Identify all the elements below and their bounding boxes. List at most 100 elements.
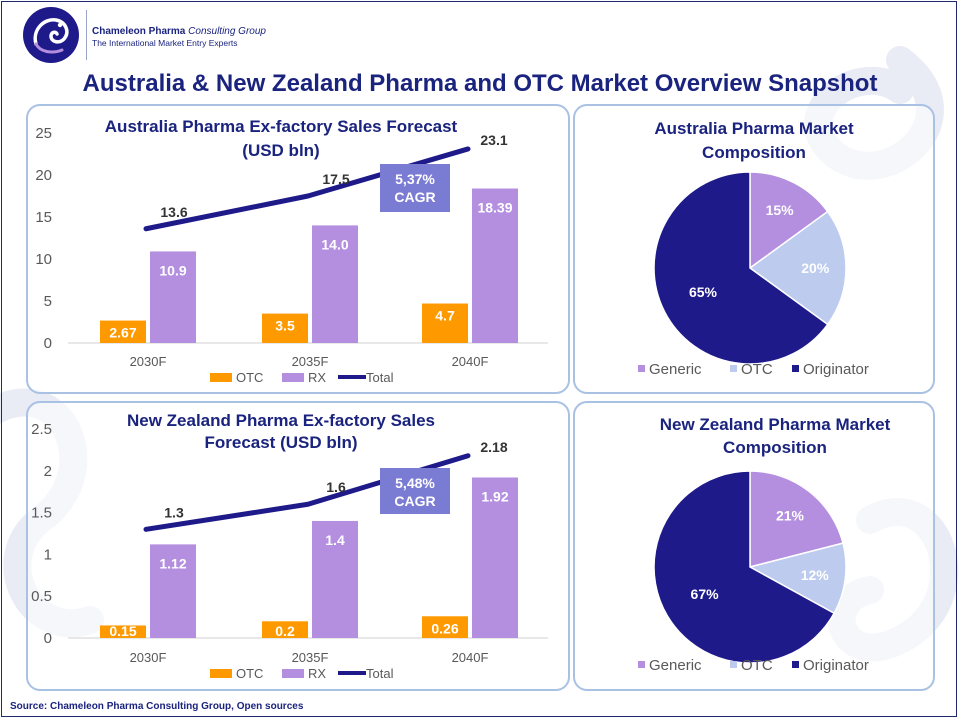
nz-forecast-y-tick-label: 2.5 bbox=[31, 421, 52, 438]
nz-composition-title-line: New Zealand Pharma Market bbox=[660, 415, 891, 434]
au-composition-title-line: Composition bbox=[702, 143, 806, 162]
au-forecast-total-data-label: 13.6 bbox=[160, 204, 187, 220]
nz-forecast-rx-data-label: 1.12 bbox=[159, 555, 186, 571]
nz-forecast-x-tick-label: 2030F bbox=[130, 650, 167, 665]
nz-forecast-legend-otc-swatch bbox=[210, 669, 232, 678]
au-forecast-x-tick-label: 2035F bbox=[292, 354, 329, 369]
brand-tagline: The International Market Entry Experts bbox=[92, 38, 238, 48]
au-forecast-otc-data-label: 3.5 bbox=[275, 318, 295, 334]
au-forecast-y-tick-label: 25 bbox=[35, 125, 52, 142]
au-forecast-rx-data-label: 10.9 bbox=[159, 262, 186, 278]
nz-forecast-legend-rx-label: RX bbox=[308, 666, 326, 681]
au-composition-slice-label: 20% bbox=[801, 260, 830, 276]
nz-forecast-total-data-label: 2.18 bbox=[480, 439, 507, 455]
au-forecast-otc-data-label: 4.7 bbox=[435, 308, 455, 324]
nz-composition-legend-label: OTC bbox=[741, 657, 773, 674]
au-forecast-otc-bar bbox=[422, 303, 468, 343]
nz-forecast-y-tick-label: 2 bbox=[44, 463, 52, 480]
nz-forecast-x-tick-label: 2040F bbox=[452, 650, 489, 665]
au-forecast-y-tick-label: 15 bbox=[35, 209, 52, 226]
au-forecast-y-tick-label: 10 bbox=[35, 251, 52, 268]
nz-forecast-rx-bar bbox=[150, 544, 196, 638]
au-composition-legend-label: Originator bbox=[803, 361, 869, 378]
nz-composition-slice-label: 67% bbox=[691, 586, 720, 602]
nz-forecast-cagr-value: 5,48% bbox=[395, 475, 435, 491]
au-forecast-y-tick-label: 5 bbox=[44, 293, 52, 310]
nz-forecast-rx-bar bbox=[312, 520, 358, 638]
page-title: Australia & New Zealand Pharma and OTC M… bbox=[82, 70, 878, 97]
nz-forecast-cagr-box bbox=[380, 468, 450, 514]
brand-name: Chameleon Pharma Consulting Group bbox=[92, 26, 266, 37]
nz-forecast-legend-otc-label: OTC bbox=[236, 666, 263, 681]
brand-block: Chameleon Pharma Consulting Group The In… bbox=[92, 26, 266, 48]
au-composition-legend-swatch bbox=[638, 365, 645, 372]
nz-forecast-total-data-label: 1.3 bbox=[164, 504, 184, 520]
au-forecast-y-tick-label: 20 bbox=[35, 167, 52, 184]
au-forecast-otc-bar bbox=[100, 320, 146, 343]
nz-forecast-rx-data-label: 1.92 bbox=[481, 488, 508, 504]
au-composition-legend-label: OTC bbox=[741, 361, 773, 378]
au-forecast-legend-total-label: Total bbox=[366, 370, 394, 385]
nz-forecast-otc-bar bbox=[262, 621, 308, 638]
nz-composition-slice-label: 21% bbox=[776, 507, 805, 523]
au-forecast-y-tick-label: 0 bbox=[44, 335, 52, 352]
chameleon-logo-icon bbox=[23, 7, 79, 63]
au-composition-legend-swatch bbox=[792, 365, 799, 372]
nz-composition-legend-swatch bbox=[792, 661, 799, 668]
nz-forecast-legend-total-label: Total bbox=[366, 666, 394, 681]
nz-forecast-y-tick-label: 1 bbox=[44, 546, 52, 563]
nz-composition-legend-label: Generic bbox=[649, 657, 702, 674]
nz-forecast-y-tick-label: 1.5 bbox=[31, 505, 52, 522]
au-composition-slice-label: 15% bbox=[766, 202, 795, 218]
au-forecast-cagr-box bbox=[380, 164, 450, 212]
nz-forecast-otc-bar bbox=[100, 625, 146, 638]
au-forecast-legend-rx-label: RX bbox=[308, 370, 326, 385]
logo-divider bbox=[86, 10, 87, 60]
nz-forecast-otc-bar bbox=[422, 616, 468, 638]
nz-forecast-rx-bar bbox=[472, 477, 518, 638]
au-composition-legend-swatch bbox=[730, 365, 737, 372]
au-composition-slice-otc bbox=[748, 210, 847, 326]
au-composition-title-line: Australia Pharma Market bbox=[654, 119, 854, 138]
nz-composition-slice-label: 12% bbox=[801, 567, 830, 583]
nz-forecast-x-tick-label: 2035F bbox=[292, 650, 329, 665]
au-forecast-total-data-label: 23.1 bbox=[480, 132, 507, 148]
nz-composition-legend-label: Originator bbox=[803, 657, 869, 674]
source-note: Source: Chameleon Pharma Consulting Grou… bbox=[10, 701, 304, 712]
au-forecast-cagr-label: CAGR bbox=[394, 189, 435, 205]
nz-forecast-otc-data-label: 0.15 bbox=[109, 623, 136, 639]
au-forecast-title-line: Australia Pharma Ex-factory Sales Foreca… bbox=[105, 117, 458, 136]
nz-composition-slice-otc bbox=[747, 542, 847, 615]
nz-composition-title-line: Composition bbox=[723, 438, 827, 457]
nz-forecast-title-line: New Zealand Pharma Ex-factory Sales bbox=[127, 411, 435, 430]
au-forecast-total-data-label: 17.5 bbox=[322, 171, 349, 187]
nz-composition-slice-generic bbox=[749, 470, 844, 568]
au-forecast-otc-bar bbox=[262, 313, 308, 343]
nz-composition-slice-originator bbox=[653, 470, 836, 664]
nz-forecast-y-tick-label: 0.5 bbox=[31, 588, 52, 605]
au-forecast-title-line: (USD bln) bbox=[242, 141, 319, 160]
nz-forecast-title-line: Forecast (USD bln) bbox=[204, 433, 357, 452]
nz-forecast-y-tick-label: 0 bbox=[44, 630, 52, 647]
nz-composition-legend-swatch bbox=[730, 661, 737, 668]
au-composition-legend-label: Generic bbox=[649, 361, 702, 378]
au-forecast-rx-bar bbox=[312, 225, 358, 343]
au-forecast-legend-otc-swatch bbox=[210, 373, 232, 382]
au-forecast-legend-otc-label: OTC bbox=[236, 370, 263, 385]
au-composition-slice-originator bbox=[653, 171, 829, 365]
au-forecast-rx-data-label: 18.39 bbox=[477, 200, 512, 216]
nz-forecast-cagr-label: CAGR bbox=[394, 493, 435, 509]
au-forecast-legend-rx-swatch bbox=[282, 373, 304, 382]
au-composition-slice-generic bbox=[749, 171, 829, 270]
au-forecast-rx-bar bbox=[472, 188, 518, 343]
au-forecast-rx-data-label: 14.0 bbox=[321, 236, 348, 252]
nz-forecast-otc-data-label: 0.2 bbox=[275, 623, 295, 639]
au-forecast-rx-bar bbox=[150, 251, 196, 343]
au-forecast-cagr-value: 5,37% bbox=[395, 171, 435, 187]
au-forecast-x-tick-label: 2040F bbox=[452, 354, 489, 369]
au-forecast-otc-data-label: 2.67 bbox=[109, 325, 136, 341]
nz-forecast-total-data-label: 1.6 bbox=[326, 479, 346, 495]
au-composition-slice-label: 65% bbox=[689, 284, 718, 300]
